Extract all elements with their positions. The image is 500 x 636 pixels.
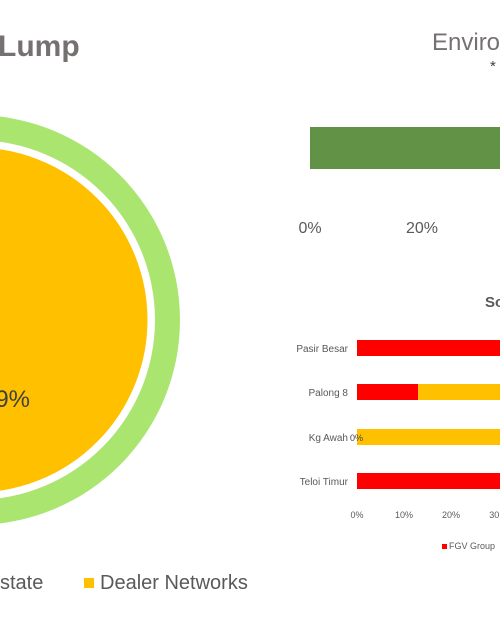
environment-chart-subtitle: *: [490, 58, 496, 75]
stack-x-tick-label: 10%: [395, 510, 413, 520]
category-label: Pasir Besar: [296, 344, 348, 355]
environment-bar-chart: 0% 20%: [298, 127, 500, 237]
legend-fgv-label: FGV Group: [449, 541, 496, 551]
environment-chart-title: Enviro: [432, 29, 500, 56]
pie-outline: [0, 146, 151, 494]
category-label: Kg Awah: [309, 433, 348, 444]
pie-chart-title: Lump: [0, 30, 80, 63]
pie-chart: 9%: [0, 116, 180, 524]
bar-data-label: 0%: [350, 433, 363, 443]
stack-x-tick-label: 30...: [489, 510, 500, 520]
environment-bar: [310, 127, 500, 169]
category-label: Palong 8: [309, 388, 349, 399]
category-label: Teloi Timur: [300, 477, 349, 488]
pie-slice-dealer-networks: [0, 147, 149, 493]
stacked-chart-title: So: [485, 294, 500, 311]
legend-estate-label: state: [0, 572, 44, 594]
legend-dealer-swatch: [84, 578, 94, 588]
legend-fgv-swatch: [442, 544, 447, 549]
bar-segment-fgv-group: [357, 340, 500, 356]
stack-x-tick-label: 20%: [442, 510, 460, 520]
stack-x-tick-label: 0%: [350, 510, 363, 520]
bar-segment-fgv-group: [357, 384, 419, 400]
bar-segment-fgv-group: [357, 473, 500, 489]
bar-segment-other: [418, 384, 500, 400]
env-x-tick-label: 20%: [406, 220, 438, 237]
bar-segment-other: [357, 429, 500, 445]
pie-data-label: 9%: [0, 386, 30, 413]
env-x-tick-label: 0%: [298, 220, 321, 237]
legend-dealer-label: Dealer Networks: [100, 572, 248, 594]
